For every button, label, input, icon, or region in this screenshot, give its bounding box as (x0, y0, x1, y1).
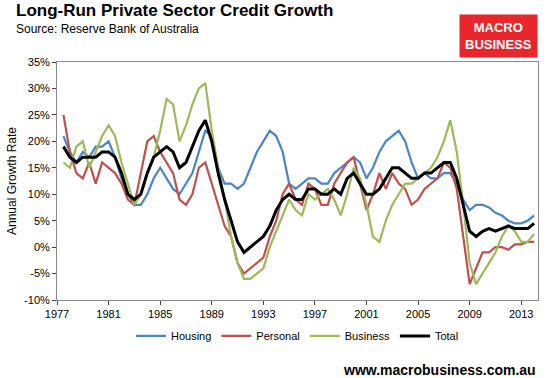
svg-text:Total: Total (435, 330, 458, 342)
svg-text:30%: 30% (28, 82, 50, 94)
svg-text:2013: 2013 (509, 308, 533, 320)
svg-text:25%: 25% (28, 109, 50, 121)
svg-text:1985: 1985 (148, 308, 172, 320)
svg-text:2009: 2009 (457, 308, 481, 320)
svg-text:-5%: -5% (30, 267, 50, 279)
svg-text:1993: 1993 (251, 308, 275, 320)
svg-text:MACROBUSINESS: MACROBUSINESS (465, 20, 532, 52)
svg-text:35%: 35% (28, 56, 50, 68)
svg-text:1977: 1977 (45, 308, 69, 320)
svg-text:1981: 1981 (96, 308, 120, 320)
svg-text:-10%: -10% (24, 294, 50, 306)
svg-text:Source: Reserve Bank of Austra: Source: Reserve Bank of Australia (16, 22, 199, 36)
svg-text:Personal: Personal (256, 330, 299, 342)
svg-text:0%: 0% (34, 241, 50, 253)
svg-text:2001: 2001 (354, 308, 378, 320)
svg-text:Long-Run Private Sector Credit: Long-Run Private Sector Credit Growth (16, 1, 333, 20)
svg-text:10%: 10% (28, 188, 50, 200)
svg-text:www.macrobusiness.com.au: www.macrobusiness.com.au (343, 362, 536, 378)
svg-text:2005: 2005 (406, 308, 430, 320)
svg-text:15%: 15% (28, 162, 50, 174)
svg-text:Housing: Housing (171, 330, 211, 342)
svg-text:20%: 20% (28, 135, 50, 147)
svg-text:Business: Business (345, 330, 390, 342)
svg-text:1997: 1997 (303, 308, 327, 320)
svg-text:1989: 1989 (200, 308, 224, 320)
svg-text:5%: 5% (34, 215, 50, 227)
svg-text:Annual Growth Rate: Annual Growth Rate (5, 127, 19, 235)
